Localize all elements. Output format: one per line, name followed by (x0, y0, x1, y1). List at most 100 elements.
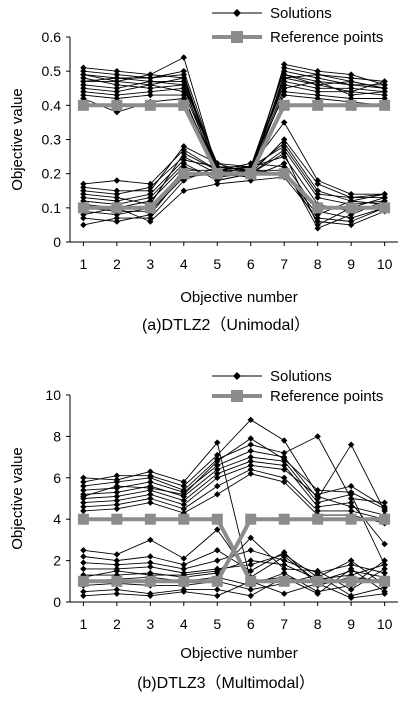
solution-point-marker (214, 470, 221, 477)
solution-point-marker (281, 85, 288, 92)
y-tick-label: 4 (53, 511, 61, 527)
solution-point-marker (147, 536, 154, 544)
solution-point-marker (80, 184, 87, 191)
solution-point-marker (147, 495, 154, 502)
solution-point-marker (113, 190, 121, 198)
y-tick-label: 0 (53, 594, 61, 610)
solution-line (83, 560, 385, 580)
solution-point-marker (214, 557, 221, 564)
chart-dtlz2: 0 0.1 0.2 0.3 0.4 0.5 0.6 1 2 3 4 5 6 7 8 9 10 Objective … (9, 5, 398, 334)
solution-point-marker (180, 156, 187, 164)
reference-point-marker (345, 99, 357, 111)
solution-point-marker (281, 160, 288, 167)
solution-line (83, 444, 386, 512)
solution-point-marker (281, 61, 288, 68)
solution-point-marker (180, 561, 187, 568)
solution-point-marker (214, 439, 221, 446)
solution-point-marker (147, 194, 154, 201)
x-tick-label: 5 (213, 616, 221, 632)
solution-point-marker (247, 592, 254, 599)
solution-point-marker (147, 71, 154, 78)
solution-point-marker (80, 474, 87, 481)
solution-point-marker (113, 218, 121, 225)
solution-point-marker (247, 447, 254, 455)
solution-point-marker (113, 197, 121, 205)
solution-point-marker (113, 74, 121, 82)
solution-point-marker (80, 499, 87, 506)
solution-line (83, 553, 385, 586)
chart-caption: (a)DTLZ2（Unimodal） (142, 316, 310, 334)
reference-point-marker (278, 575, 290, 587)
solution-point-marker (214, 592, 221, 599)
reference-point-marker (77, 202, 89, 214)
reference-point-marker (312, 99, 324, 111)
solution-point-marker (347, 214, 355, 222)
solution-point-marker (214, 482, 221, 490)
y-axis-title: Objective value (9, 447, 26, 550)
solution-point-marker (347, 71, 355, 78)
y-tick-label: 10 (45, 387, 61, 403)
solution-point-marker (347, 482, 355, 490)
reference-point-marker (144, 513, 156, 525)
solution-point-marker (113, 85, 121, 92)
solution-point-marker (314, 433, 321, 440)
solution-point-marker (281, 153, 288, 160)
solution-point-marker (281, 455, 288, 463)
solution-point-marker (314, 180, 321, 188)
solution-point-marker (214, 451, 221, 459)
solution-point-marker (247, 435, 254, 442)
solution-point-marker (381, 78, 388, 85)
solution-point-marker (347, 218, 355, 225)
solution-point-marker (80, 64, 87, 71)
solution-point-marker (247, 557, 254, 564)
solution-point-marker (314, 225, 321, 232)
reference-point-marker (111, 575, 123, 587)
solution-point-marker (113, 187, 121, 194)
solution-point-marker (281, 565, 288, 573)
solution-point-marker (180, 71, 187, 78)
y-tick-label: 0 (53, 234, 61, 250)
reference-line (83, 171, 385, 210)
solution-point-marker (247, 441, 254, 448)
solution-point-marker (80, 67, 87, 75)
solution-point-marker (247, 453, 254, 461)
legend-solutions-label: Solutions (270, 5, 332, 22)
solution-point-marker (347, 194, 355, 201)
solution-point-marker (381, 81, 388, 89)
solution-point-marker (281, 119, 288, 126)
solution-point-marker (281, 149, 288, 157)
solution-line (83, 63, 385, 178)
solution-point-marker (80, 180, 87, 188)
solution-point-marker (347, 88, 355, 95)
solution-point-marker (314, 71, 321, 78)
solution-point-marker (247, 470, 254, 477)
reference-point-marker (278, 513, 290, 525)
solution-point-marker (281, 462, 288, 469)
solution-point-marker (347, 190, 355, 198)
reference-point-marker (211, 513, 223, 525)
solution-point-marker (347, 78, 355, 85)
solution-point-marker (80, 482, 87, 490)
y-tick-label: 8 (53, 428, 61, 444)
solution-point-marker (80, 85, 87, 92)
solution-point-marker (147, 88, 154, 95)
reference-point-marker (178, 168, 190, 180)
reference-point-marker (312, 513, 324, 525)
solution-point-marker (80, 478, 87, 486)
solution-point-marker (314, 88, 321, 95)
solution-point-marker (147, 563, 154, 571)
solution-point-marker (281, 143, 288, 150)
solution-point-marker (314, 81, 321, 89)
solution-point-marker (147, 499, 154, 506)
solution-point-marker (281, 561, 288, 568)
solution-point-marker (80, 74, 87, 82)
solution-point-marker (80, 214, 87, 222)
reference-line (83, 517, 385, 584)
solution-point-marker (314, 214, 321, 222)
solution-point-marker (113, 489, 121, 496)
solution-line (83, 438, 385, 510)
solution-point-marker (113, 67, 121, 75)
solution-point-marker (180, 565, 187, 573)
solution-point-marker (281, 590, 288, 597)
solution-point-marker (314, 190, 321, 198)
